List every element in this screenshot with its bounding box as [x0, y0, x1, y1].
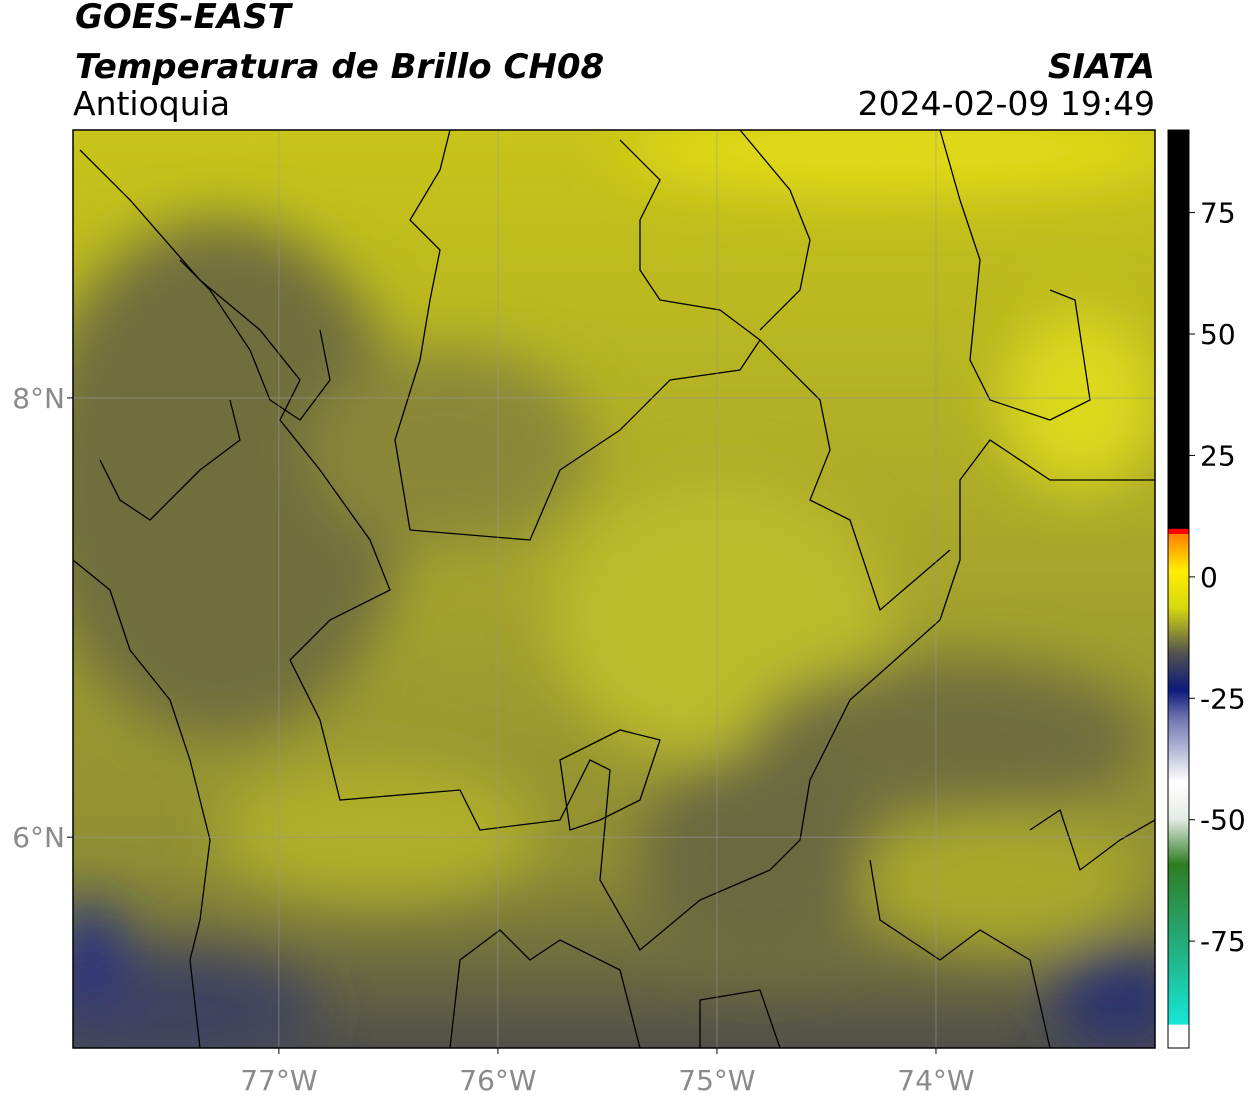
colorbar-tick-label: -75 — [1200, 925, 1246, 958]
x-tick-label: 75°W — [678, 1064, 755, 1097]
x-tick-label: 76°W — [459, 1064, 536, 1097]
map-frame — [72, 129, 1156, 1049]
colorbar-tick-label: 0 — [1200, 561, 1218, 594]
y-tick-label: 6°N — [12, 821, 65, 854]
colorbar-tick-label: 25 — [1200, 439, 1236, 472]
colorbar-tick-label: -50 — [1200, 804, 1246, 837]
datetime: 2024-02-09 19:49 — [858, 84, 1155, 123]
colorbar — [1167, 129, 1190, 1049]
colorbar-tick-label: 75 — [1200, 197, 1236, 230]
colorbar-tick-label: 50 — [1200, 318, 1236, 351]
title: GOES-EAST — [75, 0, 294, 37]
region: Antioquia — [73, 84, 230, 123]
subtitle: Temperatura de Brillo CH08 — [75, 47, 604, 87]
source: SIATA — [1048, 47, 1155, 87]
map-field — [73, 130, 1155, 1048]
graticule — [73, 130, 1155, 1048]
y-tick-label: 8°N — [12, 382, 65, 415]
x-tick-label: 77°W — [240, 1064, 317, 1097]
x-tick-label: 74°W — [897, 1064, 974, 1097]
colorbar-tick-label: -25 — [1200, 682, 1246, 715]
